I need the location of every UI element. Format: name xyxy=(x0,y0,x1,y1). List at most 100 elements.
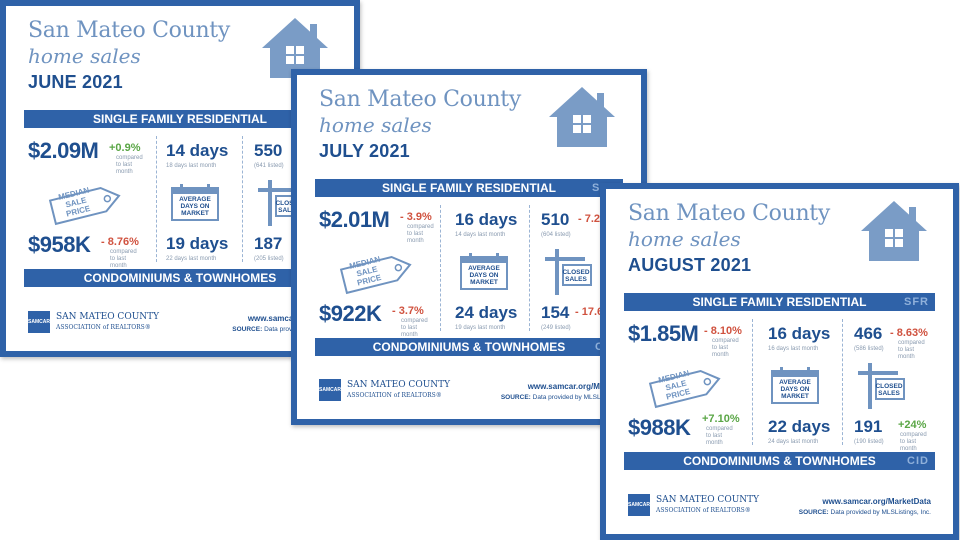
avg-days-label: AVERAGE DAYS ON MARKET xyxy=(779,379,811,400)
house-icon xyxy=(861,201,927,261)
avg-days-label: AVERAGE DAYS ON MARKET xyxy=(179,196,211,217)
samcar-logo: SAMCAR xyxy=(628,494,650,516)
median-price-cid: $988K xyxy=(628,415,691,440)
closed-note-sfr: (604 listed) xyxy=(541,232,571,238)
calendar-icon xyxy=(171,184,219,221)
median-change-note-sfr: compared to last month xyxy=(407,224,434,244)
county-title: San Mateo County xyxy=(319,87,521,112)
median-price-sfr: $2.01M xyxy=(319,207,390,232)
sold-sign-icon xyxy=(858,363,905,409)
median-change-note-cid: compared to last month xyxy=(110,249,137,269)
closed-sfr: 510 xyxy=(541,210,570,229)
median-change-cid: +7.10% xyxy=(702,413,740,425)
closed-cid: 187 xyxy=(254,234,283,253)
sold-sign-icon xyxy=(545,249,592,295)
month-title: AUGUST 2021 xyxy=(628,255,752,275)
column-divider xyxy=(440,205,441,331)
median-change-note-sfr: compared to last month xyxy=(116,155,143,175)
org-subname: ASSOCIATION of REALTORS® xyxy=(656,507,751,514)
median-change-note-cid: compared to last month xyxy=(706,426,733,446)
org-subname: ASSOCIATION of REALTORS® xyxy=(347,392,442,399)
samcar-logo: SAMCAR xyxy=(319,379,341,401)
median-change-cid: - 8.76% xyxy=(101,236,139,248)
median-change-sfr: - 8.10% xyxy=(704,325,742,337)
closed-change-sfr: - 7.2 xyxy=(578,213,601,225)
house-icon xyxy=(549,87,615,147)
closed-sfr: 466 xyxy=(854,324,883,343)
closed-change-cid: - 17.6 xyxy=(575,306,604,318)
org-subname: ASSOCIATION of REALTORS® xyxy=(56,324,151,331)
cid-band: CONDOMINIUMS & TOWNHOMES xyxy=(24,269,336,287)
median-change-note-cid: compared to last month xyxy=(401,318,428,338)
median-price-cid: $922K xyxy=(319,301,382,326)
median-change-note-sfr: compared to last month xyxy=(712,338,739,358)
days-sfr: 16 days xyxy=(768,324,831,343)
days-cid: 24 days xyxy=(455,303,518,322)
column-divider xyxy=(842,319,843,445)
source-note: SOURCE: Data provided by MLSListings, In… xyxy=(798,509,931,516)
days-sfr: 14 days xyxy=(166,141,229,160)
closed-note-sfr: (586 listed) xyxy=(854,346,884,352)
subtitle: home sales xyxy=(628,227,741,251)
column-divider xyxy=(752,319,753,445)
website-link[interactable]: www.samcar.org/Market xyxy=(527,382,619,391)
median-price-sfr: $2.09M xyxy=(28,138,99,163)
infographic-card-august: San Mateo County home sales AUGUST 2021 … xyxy=(600,183,959,540)
county-title: San Mateo County xyxy=(628,201,830,226)
days-cid: 19 days xyxy=(166,234,229,253)
closed-cid: 154 xyxy=(541,303,570,322)
days-note-cid: 19 days last month xyxy=(455,325,506,331)
month-title: JULY 2021 xyxy=(319,141,410,161)
closed-sales-label: CLOSED SALES xyxy=(275,200,303,214)
closed-change-note-sfr: compared to last month xyxy=(898,340,925,360)
subtitle: home sales xyxy=(319,113,432,137)
price-tag-icon xyxy=(648,369,721,409)
column-divider xyxy=(529,205,530,331)
median-price-sfr: $1.85M xyxy=(628,321,699,346)
column-divider xyxy=(242,136,243,262)
closed-change-sfr: - 8.63% xyxy=(890,327,928,339)
calendar-icon xyxy=(771,367,819,404)
closed-note-cid: (190 listed) xyxy=(854,439,884,445)
closed-note-sfr: (641 listed) xyxy=(254,163,284,169)
days-note-cid: 22 days last month xyxy=(166,256,217,262)
house-icon xyxy=(262,18,328,78)
days-cid: 22 days xyxy=(768,417,831,436)
subtitle: home sales xyxy=(28,44,141,68)
month-title: JUNE 2021 xyxy=(28,72,123,92)
calendar-icon xyxy=(460,253,508,290)
avg-days-label: AVERAGE DAYS ON MARKET xyxy=(468,265,500,286)
org-name: SAN MATEO COUNTY xyxy=(656,495,760,505)
website-link[interactable]: www.samcar.org/MarketData xyxy=(822,497,931,506)
price-tag-icon xyxy=(339,255,412,295)
website-link[interactable]: www.samcar.org/Mark xyxy=(247,314,332,323)
price-tag-icon xyxy=(48,186,121,226)
days-sfr: 16 days xyxy=(455,210,518,229)
days-note-sfr: 18 days last month xyxy=(166,163,217,169)
median-change-cid: - 3.7% xyxy=(392,305,424,317)
sfr-band: SINGLE FAMILY RESIDENTIAL xyxy=(24,110,336,128)
closed-sfr: 550 xyxy=(254,141,283,160)
infographic-card-july: San Mateo County home sales JULY 2021 SI… xyxy=(291,69,647,425)
closed-change-cid: +24% xyxy=(898,419,927,431)
median-change-sfr: +0.9% xyxy=(109,142,141,154)
source-note: SOURCE: Data provided by MLSListings xyxy=(500,394,619,401)
median-change-sfr: - 3.9% xyxy=(400,211,432,223)
closed-sales-label: CLOSED SALES xyxy=(875,383,903,397)
days-note-sfr: 16 days last month xyxy=(768,346,819,352)
closed-sales-label: CLOSED SALES xyxy=(562,269,590,283)
org-name: SAN MATEO COUNTY xyxy=(56,312,160,322)
samcar-logo: SAMCAR xyxy=(28,311,50,333)
closed-change-note-cid: compared to last month xyxy=(900,432,927,452)
days-note-cid: 24 days last month xyxy=(768,439,819,445)
closed-note-cid: (205 listed) xyxy=(254,256,284,262)
closed-note-cid: (249 listed) xyxy=(541,325,571,331)
county-title: San Mateo County xyxy=(28,18,230,43)
org-name: SAN MATEO COUNTY xyxy=(347,380,451,390)
closed-cid: 191 xyxy=(854,417,883,436)
days-note-sfr: 14 days last month xyxy=(455,232,506,238)
